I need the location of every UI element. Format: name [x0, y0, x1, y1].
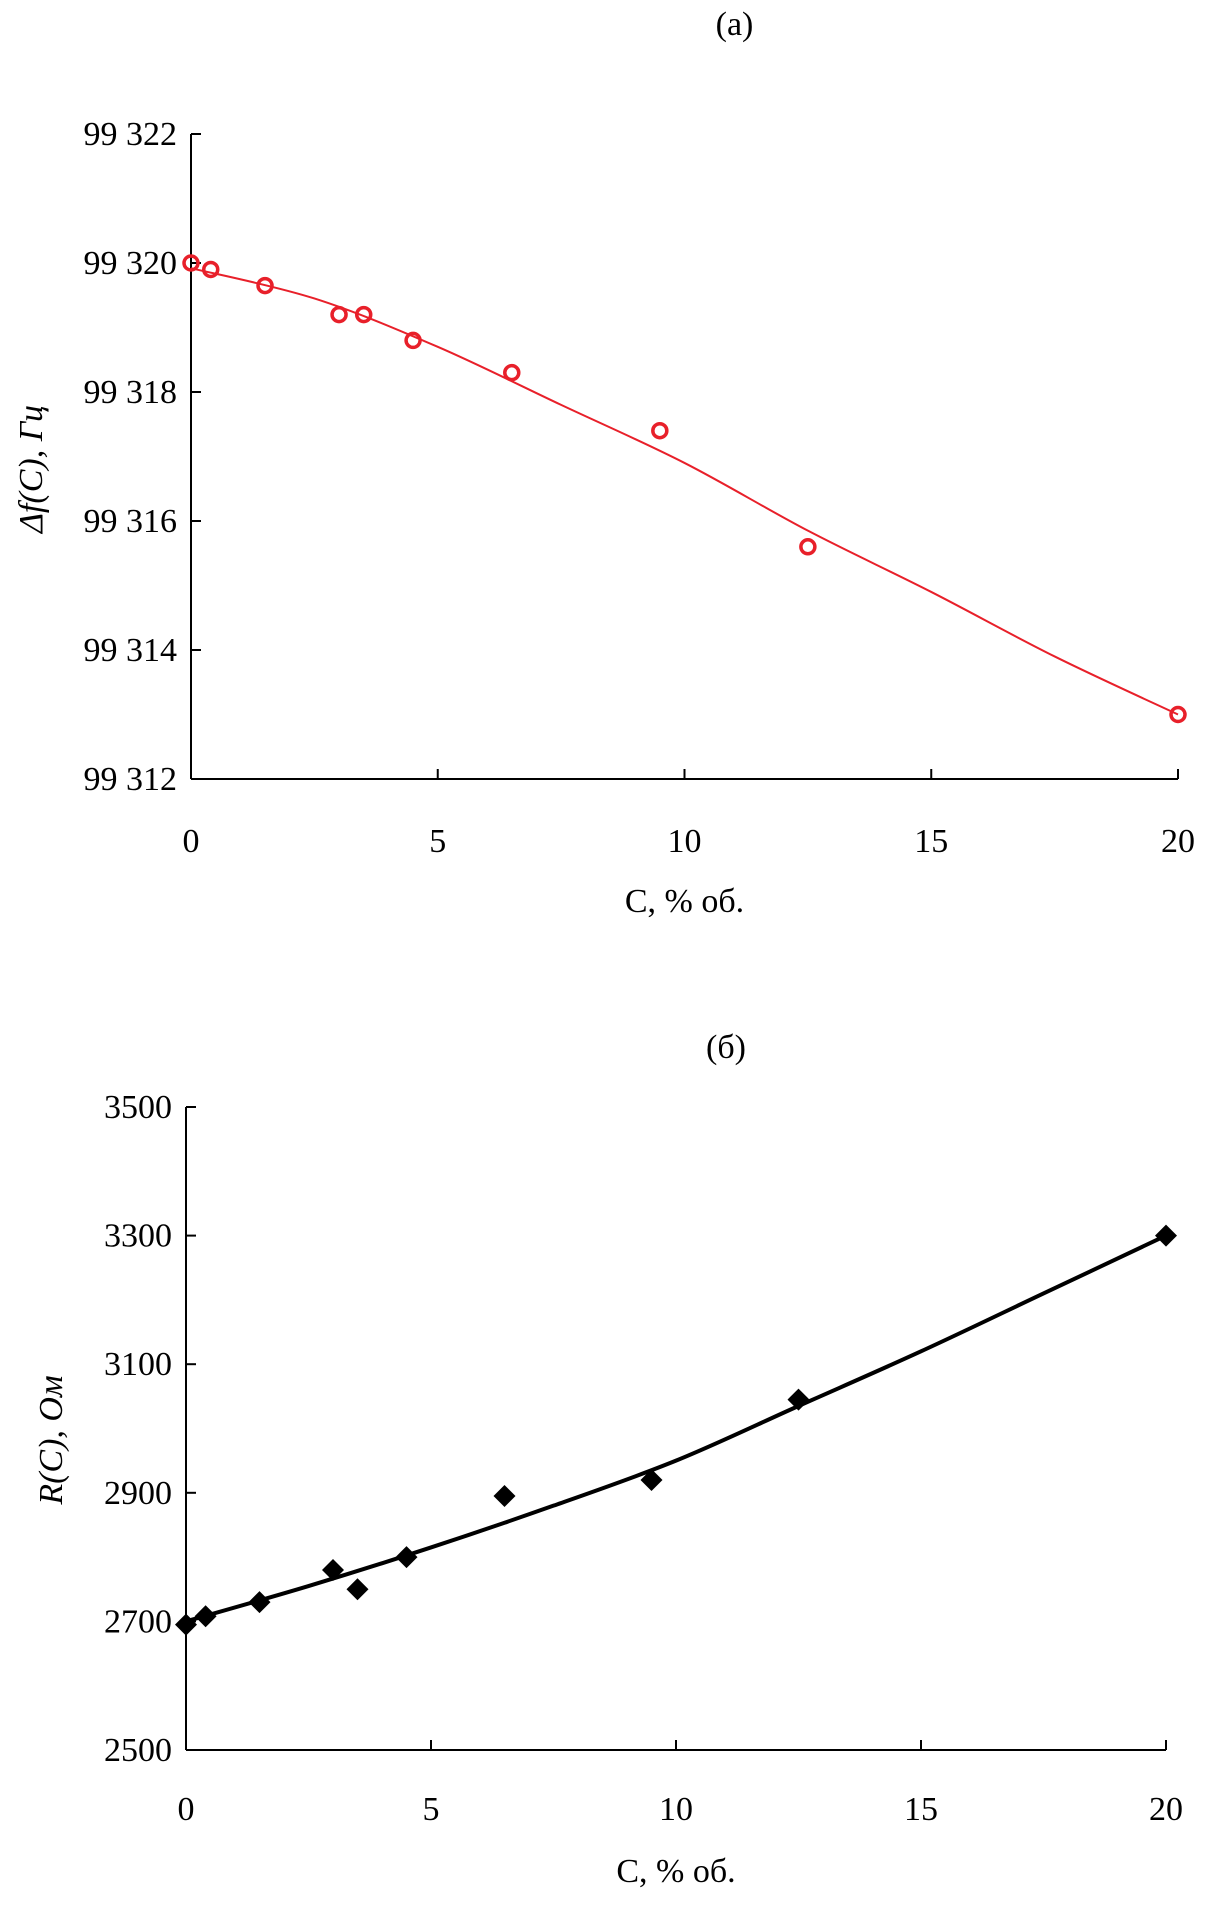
data-point — [640, 1468, 663, 1491]
y-tick-label: 3300 — [104, 1218, 172, 1255]
chart-panel-0: (a) 99 312 99 314 99 316 99 318 99 320 99 322 0… — [13, 6, 1195, 920]
data-point — [493, 1485, 516, 1508]
y-tick-label: 99 314 — [84, 632, 178, 669]
y-tick-label: 2500 — [104, 1732, 172, 1769]
data-point — [175, 1613, 197, 1636]
x-axis-label: C, % об. — [616, 1853, 735, 1890]
data-point — [799, 538, 817, 556]
y-tick-label: 2900 — [104, 1475, 172, 1512]
data-point — [201, 260, 220, 279]
y-tick-label: 3100 — [104, 1346, 172, 1383]
data-point — [503, 363, 521, 382]
fit-curve — [185, 1233, 1167, 1624]
x-axis-label: C, % об. — [625, 883, 744, 920]
x-tick-label: 20 — [1149, 1791, 1183, 1828]
x-tick-label: 15 — [914, 823, 948, 860]
data-point — [248, 1591, 271, 1614]
y-tick-label: 2700 — [104, 1603, 172, 1640]
x-tick-label: 0 — [183, 823, 200, 860]
data-point — [256, 276, 274, 295]
data-point — [395, 1546, 418, 1569]
data-point — [330, 305, 348, 324]
y-tick-label: 3500 — [104, 1089, 172, 1126]
chart-title: (a) — [716, 6, 754, 43]
chart-title: (б) — [706, 1029, 746, 1066]
data-point — [182, 254, 200, 272]
data-point — [1155, 1224, 1177, 1247]
y-tick-label: 99 318 — [84, 374, 178, 411]
chart-panel-1: (б) 2500 2700 2900 3100 3300 3500 0 5 10 15 20 C, % … — [33, 1029, 1183, 1890]
fit-curve — [190, 267, 1179, 716]
data-point — [194, 1605, 217, 1628]
y-tick-label: 99 322 — [84, 116, 178, 153]
x-tick-label: 10 — [659, 1791, 693, 1828]
data-point — [404, 331, 422, 350]
data-point — [651, 421, 669, 440]
x-tick-label: 20 — [1161, 823, 1195, 860]
data-point — [322, 1558, 344, 1581]
data-point — [354, 305, 373, 324]
x-tick-label: 5 — [423, 1791, 440, 1828]
x-tick-label: 10 — [668, 823, 702, 860]
y-axis-label: R(C), Ом — [33, 1375, 70, 1505]
data-point — [787, 1388, 810, 1411]
y-tick-label: 99 312 — [84, 761, 178, 798]
x-tick-label: 15 — [904, 1791, 938, 1828]
x-tick-label: 5 — [429, 823, 446, 860]
data-point — [1169, 705, 1187, 724]
y-tick-label: 99 320 — [84, 245, 178, 282]
y-tick-label: 99 316 — [84, 503, 178, 540]
x-tick-label: 0 — [178, 1791, 195, 1828]
y-axis-label: Δf(C), Гц — [13, 405, 50, 535]
data-point — [346, 1578, 369, 1601]
